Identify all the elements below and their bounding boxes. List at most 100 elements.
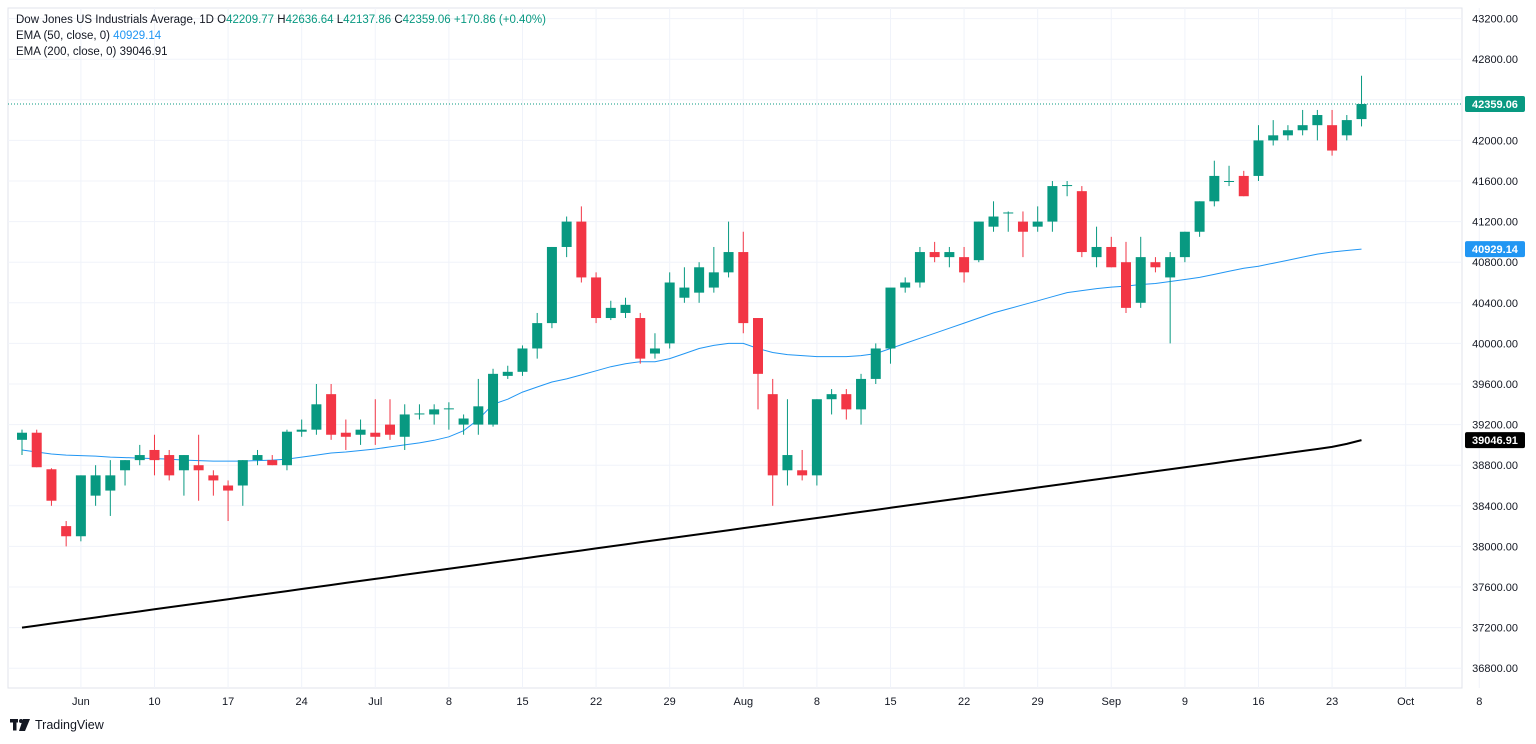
candle (708, 246, 719, 293)
candle-body (370, 432, 381, 437)
candle-body (1253, 140, 1264, 176)
last-price-badge-bg (1465, 95, 1525, 112)
candle-body (149, 449, 160, 461)
candle (1121, 241, 1131, 313)
candle (223, 480, 234, 522)
y-tick-label: 40800.00 (1472, 257, 1518, 269)
candle (944, 246, 955, 268)
x-tick-label: 15 (884, 696, 896, 708)
legend-ema50-row: EMA (50, close, 0) 40929.14 (16, 28, 546, 44)
candle-body (532, 323, 543, 349)
candle-body (1165, 257, 1176, 278)
candle (502, 365, 513, 379)
y-tick-label: 40400.00 (1472, 298, 1518, 310)
candle (797, 449, 808, 481)
candle-body (237, 460, 248, 486)
candle-body (252, 455, 263, 461)
candle-body (708, 272, 719, 288)
candle (561, 216, 572, 258)
candle-body (1121, 262, 1131, 308)
candle-body (811, 399, 822, 476)
candle (1062, 181, 1073, 197)
x-tick-label: 8 (1476, 696, 1482, 708)
legend-ema200-row: EMA (200, close, 0) 39046.91 (16, 44, 546, 60)
y-tick-label: 37600.00 (1472, 582, 1518, 594)
candle-body (649, 348, 660, 354)
candle-body (914, 252, 925, 283)
candle-body (591, 277, 602, 319)
y-tick-label: 41200.00 (1472, 217, 1518, 229)
candle (164, 449, 175, 481)
grid-lines (7, 7, 1480, 689)
candle (576, 206, 587, 283)
candle (517, 345, 528, 376)
candle (267, 455, 278, 466)
y-tick-label: 43200.00 (1472, 14, 1518, 26)
price-badges: 42359.06 40929.14 39046.91 (1465, 95, 1525, 449)
candle-body (267, 460, 278, 466)
candle-body (1194, 201, 1205, 232)
candle (914, 246, 925, 288)
candle (46, 468, 57, 506)
x-tick-label: 22 (590, 696, 602, 708)
candle (1253, 125, 1264, 181)
ema200-label: EMA (200, close, 0) (16, 46, 117, 58)
candle-body (385, 424, 395, 435)
candle (1106, 236, 1117, 268)
candle-body (488, 373, 499, 425)
ema50-badge-bg (1465, 241, 1525, 258)
candle-body (458, 418, 469, 425)
open-label: O (217, 14, 227, 26)
candle-body (1356, 103, 1367, 120)
x-tick-label: Aug (733, 696, 753, 708)
candle-body (223, 485, 234, 491)
candle (1017, 211, 1028, 258)
candle-body (1312, 115, 1323, 126)
candle-body (900, 282, 911, 288)
y-tick-label: 39200.00 (1472, 420, 1518, 432)
candle-body (105, 475, 116, 491)
legend-ohlc-row: Dow Jones US Industrials Average, 1D O42… (16, 12, 546, 28)
candle (782, 399, 793, 486)
x-tick-label: Sep (1101, 696, 1121, 708)
candle-body (944, 252, 955, 258)
candle (723, 221, 734, 278)
y-tick-label: 38400.00 (1472, 501, 1518, 513)
candle-body (664, 282, 675, 344)
ema50-line (21, 248, 1362, 462)
tradingview-logo[interactable]: TradingView (10, 718, 104, 732)
candle (1356, 75, 1367, 127)
candle (664, 272, 675, 349)
candle-body (1341, 120, 1352, 136)
candle-body (546, 246, 557, 324)
x-tick-label: 22 (958, 696, 970, 708)
candle (591, 272, 602, 324)
ema50-badge-text: 40929.14 (1472, 244, 1519, 256)
x-tick-label: 8 (814, 696, 820, 708)
x-tick-label: Jul (368, 696, 382, 708)
candle (31, 429, 42, 468)
candle-body (620, 304, 631, 313)
candle (340, 419, 351, 450)
x-tick-label: 23 (1326, 696, 1338, 708)
candle (1268, 120, 1279, 146)
candle (1179, 231, 1190, 263)
x-tick-label: 15 (516, 696, 528, 708)
candle (635, 312, 646, 364)
candle (385, 399, 395, 440)
candle (1312, 109, 1323, 141)
candle (488, 368, 499, 427)
candle (1003, 211, 1014, 232)
candle-body (134, 455, 145, 461)
candle-body (443, 408, 454, 410)
candle-body (1327, 125, 1338, 151)
candle-body (17, 432, 27, 440)
candle-body (841, 394, 852, 410)
candle-body (178, 455, 189, 471)
candle-body (1224, 181, 1235, 182)
candle-body (164, 455, 175, 476)
candle (326, 384, 337, 440)
candle-body (46, 469, 57, 501)
ema50-value: 40929.14 (113, 30, 162, 42)
